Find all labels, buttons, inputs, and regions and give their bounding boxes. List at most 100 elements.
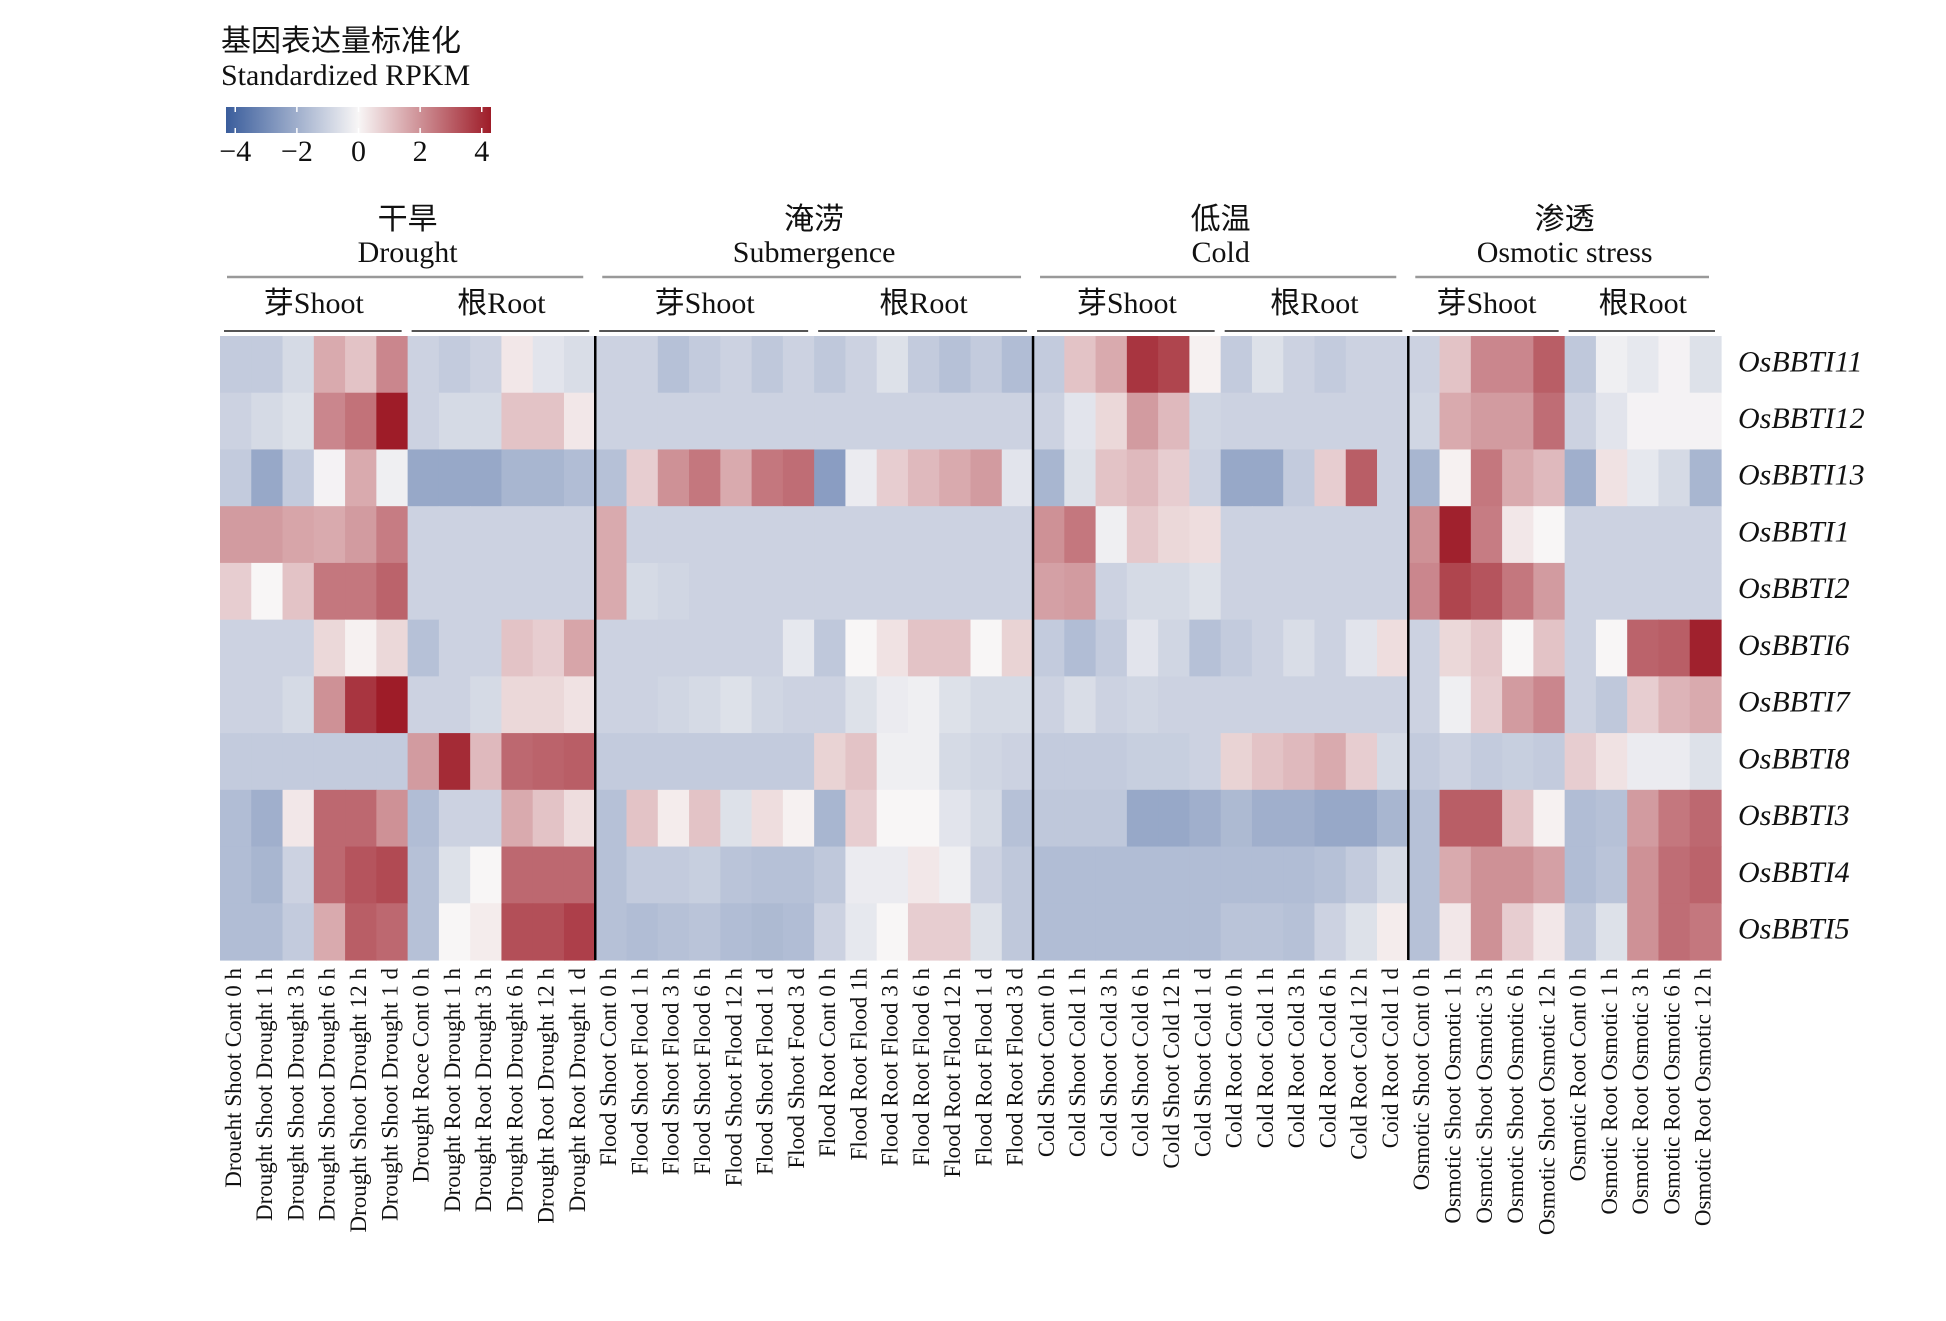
heatmap-cell [1220,903,1253,961]
column-label: Flood Shoot Flood 6 h [690,968,715,1176]
heatmap-cell [1658,903,1691,961]
heatmap-cell [1001,619,1034,677]
column-label: Cold Shoot Cold 12 h [1159,968,1184,1169]
heatmap-cell [345,676,377,734]
heatmap-cell [720,506,753,564]
heatmap-cell [1502,619,1534,677]
heatmap-cell [438,449,471,507]
heatmap-cell [845,676,878,734]
heatmap-cell [501,733,534,791]
column-label: Osmotic Shoot Osmotic 12 h [1534,968,1559,1236]
heatmap-cell [1595,903,1628,961]
heatmap-cell [1377,336,1409,394]
heatmap-cell [282,676,315,734]
heatmap-cell [1345,676,1378,734]
heatmap-cell [1314,392,1347,451]
heatmap-cell [1345,789,1378,848]
heatmap-cell [1470,449,1503,507]
heatmap-cell [1658,733,1691,791]
heatmap-cell [876,789,909,848]
heatmap-cell [689,562,721,621]
heatmap-cell [1064,903,1097,961]
heatmap-cell [1064,619,1097,677]
heatmap-cell [1658,392,1691,451]
heatmap-cell [782,449,815,507]
heatmap-cell [1439,506,1472,564]
heatmap-cell [1345,449,1378,507]
heatmap-cell [532,903,565,961]
heatmap-cell [1345,336,1378,394]
heatmap-cell [657,506,690,564]
heatmap-cell [1033,562,1065,621]
row-label: OsBBTI5 [1738,913,1850,946]
column-label: Cold Root Cont 0 h [1222,968,1247,1149]
group-label-cn: 淹涝 [784,203,844,236]
heatmap-cell [1533,506,1566,564]
heatmap-cell [438,336,471,394]
heatmap-cell [626,676,659,734]
heatmap-cell [1627,392,1660,451]
heatmap-cell [1627,619,1660,677]
heatmap-cell [1533,846,1566,904]
heatmap-cell [1658,846,1691,904]
heatmap-cell [1564,733,1597,791]
heatmap-cell [782,392,815,451]
heatmap-cell [845,619,878,677]
heatmap-cell [1345,562,1378,621]
heatmap-cell [220,676,252,734]
heatmap-cell [626,449,659,507]
color-bar-label: −4 [219,135,251,168]
heatmap-cell [595,336,628,394]
heatmap-cell [282,619,315,677]
heatmap-cell [1595,733,1628,791]
heatmap-cell [814,392,847,451]
heatmap-cell [689,733,721,791]
column-label: Flood Root Flood 1 d [971,968,996,1167]
heatmap-cell [1408,676,1441,734]
heatmap-cell [1689,676,1722,734]
heatmap-cell [501,562,534,621]
heatmap-cell [1627,676,1660,734]
heatmap-cell [751,562,784,621]
heatmap-cell [345,903,377,961]
heatmap-cell [595,789,628,848]
heatmap-cell [251,789,284,848]
heatmap-cell [1408,392,1441,451]
heatmap-cell [1095,903,1128,961]
heatmap-cell [1064,676,1097,734]
heatmap-cell [1658,506,1691,564]
heatmap-cell [1595,506,1628,564]
heatmap-cell [1345,506,1378,564]
heatmap-cell [376,676,409,734]
heatmap-cell [1283,336,1316,394]
heatmap-cell [814,789,847,848]
heatmap-cell [1283,903,1316,961]
heatmap-cell [1220,733,1253,791]
subgroup-label: 芽Shoot [1436,287,1537,320]
heatmap-cell [1627,789,1660,848]
heatmap-cell [251,562,284,621]
heatmap-cell [751,619,784,677]
heatmap-cell [751,336,784,394]
heatmap-cell [407,846,440,904]
heatmap-cell [1064,789,1097,848]
heatmap-cell [438,392,471,451]
subgroup-label: 芽Shoot [655,287,756,320]
heatmap-cell [720,903,753,961]
heatmap-cell [939,562,972,621]
column-label: Flood Root Flood 12 h [940,968,965,1178]
group-label-cn: 干旱 [378,203,438,236]
heatmap-cell [689,336,721,394]
heatmap-cell [1595,336,1628,394]
heatmap-cell [1470,336,1503,394]
heatmap-cell [907,336,940,394]
heatmap-cell [1126,619,1159,677]
heatmap-cell [1439,449,1472,507]
heatmap-cell [876,562,909,621]
legend-title-cn: 基因表达量标准化 [221,25,461,58]
heatmap-cell [438,562,471,621]
heatmap-cell [563,449,596,507]
heatmap-cell [845,449,878,507]
heatmap-cell [1595,676,1628,734]
heatmap-cell [563,619,596,677]
